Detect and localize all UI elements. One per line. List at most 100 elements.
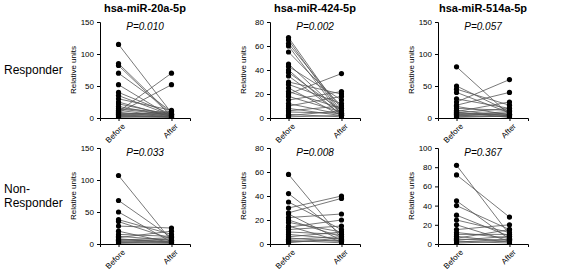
point: [339, 217, 344, 222]
pair-line: [289, 238, 342, 243]
point: [454, 240, 459, 244]
annotation: P=0.008: [296, 147, 334, 158]
x-tick-label: Before: [442, 247, 465, 270]
marks: [286, 35, 344, 118]
pair-line: [119, 222, 172, 239]
point: [169, 229, 174, 234]
y-tick-label: 0: [260, 114, 265, 123]
pair-line: [119, 176, 172, 241]
pair-line: [119, 73, 172, 111]
x-tick-mark: [171, 244, 172, 247]
y-tick-mark: [435, 225, 438, 226]
y-tick-mark: [97, 212, 100, 213]
y-tick-mark: [267, 148, 270, 149]
x-tick-mark: [119, 244, 120, 247]
pair-line: [457, 165, 510, 234]
x-tick: Before: [104, 244, 127, 271]
y-tick-mark: [435, 186, 438, 187]
y-tick: 100: [81, 176, 100, 185]
x-tick-mark: [341, 118, 342, 121]
y-tick-mark: [435, 244, 438, 245]
y-axis-title: Relative units: [407, 46, 416, 94]
pair-line: [289, 64, 342, 113]
x-tick: Before: [274, 118, 297, 145]
x-tick-mark: [119, 118, 120, 121]
y-tick-mark: [435, 86, 438, 87]
point: [454, 172, 459, 177]
point: [286, 114, 291, 118]
y-tick-label: 40: [255, 66, 264, 75]
y-axis-line: [97, 23, 101, 119]
x-tick-label: After: [500, 248, 519, 267]
x-tick-mark: [509, 118, 510, 121]
point: [286, 43, 291, 48]
point: [286, 172, 291, 177]
y-tick-label: 50: [85, 82, 94, 91]
point: [507, 227, 512, 232]
point: [339, 113, 344, 118]
pair-line: [457, 92, 510, 112]
y-tick-mark: [435, 54, 438, 55]
point: [339, 113, 344, 118]
y-tick: 100: [419, 144, 438, 153]
panel: 050100150BeforeAfterRelative unitsP=0.05…: [407, 2, 529, 145]
point: [454, 110, 459, 115]
y-tick-label: 150: [419, 18, 433, 27]
x-tick-label: After: [162, 248, 181, 267]
pair-line: [119, 239, 172, 242]
y-axis-line: [267, 149, 271, 245]
y-tick-mark: [435, 118, 438, 119]
point: [116, 209, 121, 214]
y-tick-mark: [267, 46, 270, 47]
point: [286, 73, 291, 78]
y-tick-mark: [267, 244, 270, 245]
pair-line: [457, 67, 510, 115]
pair-line: [119, 85, 172, 113]
y-tick-mark: [97, 244, 100, 245]
point: [169, 71, 174, 76]
y-tick: 20: [255, 216, 270, 225]
point: [116, 236, 121, 241]
y-tick: 100: [419, 50, 438, 59]
y-tick-label: 60: [423, 182, 432, 191]
point: [116, 114, 121, 118]
y-tick-label: 100: [81, 176, 95, 185]
y-axis-line: [435, 149, 439, 245]
pair-line: [289, 92, 342, 100]
point: [339, 108, 344, 113]
pair-line: [289, 76, 342, 114]
annotation: P=0.033: [126, 147, 164, 158]
pair-line: [289, 70, 342, 116]
y-tick: 50: [423, 82, 438, 91]
x-axis-line: [439, 119, 529, 122]
y-tick-label: 60: [255, 42, 264, 51]
point: [286, 225, 291, 230]
pair-line: [457, 175, 510, 217]
y-tick-label: 0: [428, 240, 433, 249]
y-axis: 050100150: [419, 18, 439, 123]
y-tick-mark: [435, 167, 438, 168]
point: [169, 239, 174, 244]
y-tick: 60: [423, 182, 438, 191]
y-tick-label: 80: [255, 144, 264, 153]
pair-line: [119, 102, 172, 117]
pair-line: [289, 44, 342, 109]
y-tick-label: 80: [423, 163, 432, 172]
x-axis: Before After: [439, 244, 529, 271]
x-tick: Before: [442, 118, 465, 145]
point: [339, 89, 344, 94]
point: [454, 109, 459, 114]
x-tick: After: [332, 244, 351, 266]
x-tick-label: Before: [104, 121, 127, 144]
y-tick-label: 150: [81, 18, 95, 27]
x-tick: After: [162, 118, 181, 140]
pair-line: [289, 38, 342, 112]
x-tick-mark: [289, 118, 290, 121]
pair-line: [289, 104, 342, 115]
y-tick: 20: [423, 221, 438, 230]
y-tick: 0: [260, 240, 270, 249]
y-tick-label: 0: [260, 240, 265, 249]
y-axis-line: [97, 149, 101, 245]
pair-line: [119, 66, 172, 117]
point: [339, 103, 344, 108]
